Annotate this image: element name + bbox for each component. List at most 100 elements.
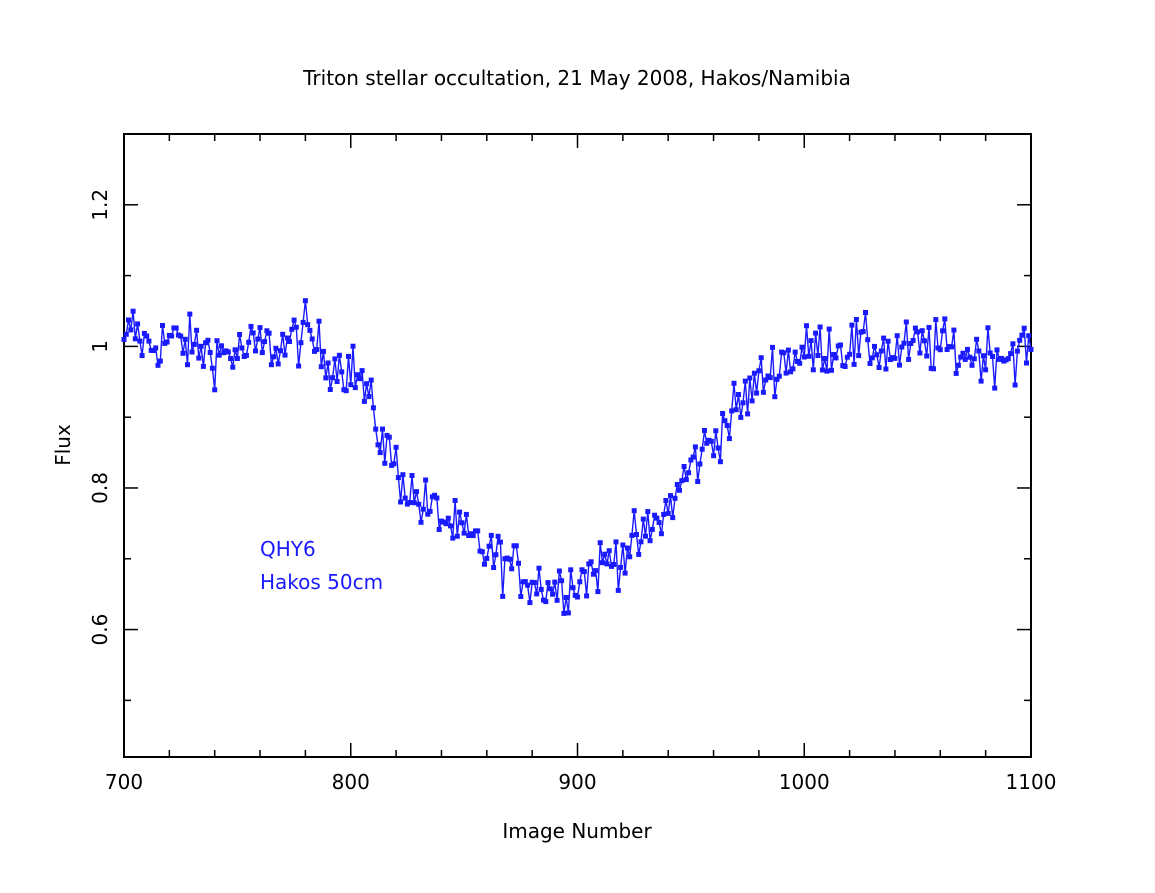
data-point [885,338,891,344]
data-point [720,411,726,416]
data-point [554,597,560,603]
data-point [665,510,671,516]
data-point [194,327,200,333]
x-tick-label: 700 [105,770,143,794]
data-point [980,353,986,359]
x-axis-label: Image Number [502,819,652,843]
data-point [731,380,737,386]
data-point [323,375,329,381]
data-point [262,339,268,345]
data-point [352,385,358,391]
data-point [273,345,279,351]
data-point [375,442,381,448]
data-point [704,440,710,446]
data-point [516,560,521,566]
data-point [234,356,240,361]
data-point [745,411,751,417]
data-point [160,323,165,328]
data-point [776,373,782,379]
data-point [865,337,871,343]
data-point [398,499,404,505]
data-point [597,540,603,546]
data-point [1028,346,1034,352]
data-point [715,445,721,451]
data-point [872,343,877,349]
data-point [844,354,850,360]
data-point [497,539,503,545]
data-point [826,326,832,332]
data-point [155,362,161,368]
data-point [527,600,533,606]
data-point [561,610,567,616]
data-point [230,364,236,370]
data-point [196,355,202,361]
data-point [425,511,431,517]
data-point [282,352,288,358]
data-point [443,521,449,527]
data-point [618,564,624,570]
data-point [248,323,254,329]
data-point [944,347,950,352]
data-point [482,561,487,567]
data-point [584,593,590,599]
data-point [187,311,193,317]
data-point [486,543,492,549]
data-point [552,579,558,585]
data-point [987,350,993,356]
data-point [470,533,476,539]
data-point [427,508,433,514]
data-point [180,350,186,356]
data-point [708,438,714,444]
data-point [1005,356,1011,362]
data-point [382,460,388,466]
data-point [246,339,252,345]
data-point [1017,337,1023,343]
data-point [611,562,617,567]
data-point [992,385,998,391]
data-point [960,350,966,356]
data-point [575,594,580,600]
data-point [815,353,821,358]
data-point [645,509,651,515]
data-point [783,370,789,376]
data-point [418,519,424,525]
data-point [450,535,456,541]
data-point [683,477,689,483]
data-point [370,405,376,411]
data-point [942,316,948,322]
data-point [588,559,594,565]
data-point [978,378,984,384]
data-point [550,591,556,597]
data-point [198,343,204,349]
data-point [878,348,884,354]
data-point [949,344,955,350]
data-point [346,353,351,359]
data-point [185,362,190,368]
data-point [377,450,383,456]
data-point [881,335,887,341]
data-point [414,489,419,495]
data-point [863,310,868,315]
data-point [740,400,746,406]
data-point [781,350,787,356]
data-point [983,367,989,373]
data-point [1021,325,1027,331]
data-point [509,566,515,572]
data-point [955,362,961,368]
data-point [711,453,717,459]
data-point [599,560,605,566]
data-point [638,539,644,545]
data-point [395,475,401,481]
data-point [293,324,299,330]
data-point [670,515,676,521]
data-point [656,520,662,525]
data-point [475,528,481,534]
data-point [801,354,807,360]
data-point [672,495,678,501]
data-point [420,506,426,512]
data-point [692,444,698,450]
data-point [330,375,336,381]
data-point [130,308,136,314]
data-point [255,336,261,342]
data-point [359,368,365,374]
